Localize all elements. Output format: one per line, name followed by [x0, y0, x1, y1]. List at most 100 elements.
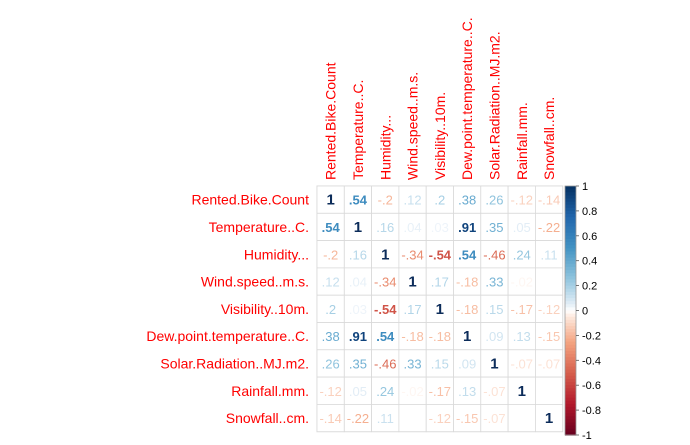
- cell-value-label: 0: [545, 275, 552, 290]
- colorbar-segment: [565, 276, 576, 280]
- colorbar-segment: [565, 341, 576, 346]
- colorbar-tick-label: 0.8: [582, 206, 597, 218]
- cell-value-label: -.22: [538, 220, 560, 235]
- heatmap-cell: [343, 376, 372, 405]
- heatmap-cell: [371, 267, 400, 296]
- colorbar-segment: [565, 248, 576, 252]
- cell-value-label: 0: [518, 411, 525, 426]
- cell-value-label: .26: [485, 193, 503, 208]
- heatmap-cell: [480, 212, 509, 242]
- heatmap-cell: [535, 212, 564, 242]
- row-label: Dew.point.temperature..C.: [146, 328, 309, 344]
- colorbar-segment: [565, 310, 576, 315]
- cell-value-label: .15: [485, 302, 503, 317]
- colorbar-segment: [565, 385, 576, 389]
- colorbar-segment: [565, 294, 576, 299]
- colorbar-segment: [565, 357, 576, 361]
- colorbar-segment: [565, 425, 576, 430]
- cell-value-label: -.12: [511, 193, 533, 208]
- cell-value-label: .24: [513, 247, 531, 262]
- colorbar-segment: [565, 279, 576, 284]
- cell-value-label: -.14: [319, 411, 341, 426]
- colorbar-segment: [565, 413, 576, 417]
- colorbar-segment: [565, 375, 576, 380]
- colorbar-segment: [565, 201, 576, 206]
- colorbar-segment: [565, 419, 576, 424]
- cell-value-label: .33: [485, 275, 503, 290]
- cell-value-label: -.54: [429, 247, 452, 262]
- heatmap-cell: [535, 267, 564, 296]
- colorbar-segment: [565, 403, 576, 408]
- heatmap-cell: [398, 240, 427, 269]
- colorbar-tick-label: -0.6: [582, 380, 601, 392]
- cell-value-label: .11: [540, 247, 557, 262]
- cell-value-label: .03: [431, 220, 449, 235]
- cell-value-label: .13: [458, 384, 476, 399]
- cell-value-label: .91: [458, 220, 476, 235]
- cell-value-label: .26: [322, 356, 340, 371]
- heatmap-cell: [343, 240, 372, 269]
- colorbar-segment: [565, 192, 576, 196]
- colorbar-segment: [565, 198, 576, 203]
- column-label: Wind.speed..m.s.: [405, 72, 421, 180]
- cell-value-label: .54: [376, 329, 395, 344]
- heatmap-cell: [425, 403, 454, 433]
- cell-value-label: -.2: [323, 247, 338, 262]
- heatmap-cell: [453, 403, 482, 433]
- colorbar-segment: [565, 363, 576, 368]
- cell-value-label: -.2: [378, 193, 393, 208]
- colorbar-segment: [565, 344, 576, 349]
- cell-value-label: .17: [431, 275, 449, 290]
- heatmap-cell: [453, 212, 482, 242]
- cell-value-label: .16: [376, 220, 394, 235]
- cell-value-label: -.18: [456, 275, 478, 290]
- cell-value-label: -.18: [401, 329, 423, 344]
- cell-value-label: -.07: [483, 384, 505, 399]
- colorbar-segment: [565, 245, 576, 249]
- colorbar-segment: [565, 335, 576, 340]
- colorbar-segment: [565, 186, 576, 190]
- heatmap-cell: [398, 322, 427, 351]
- heatmap-cell: [398, 212, 427, 242]
- cell-value-label: .03: [349, 302, 367, 317]
- colorbar-segment: [565, 242, 576, 246]
- colorbar-segment: [565, 189, 576, 193]
- cell-value-label: .12: [322, 275, 340, 290]
- heatmap-cell: [535, 403, 564, 433]
- cell-value-label: -.15: [456, 411, 478, 426]
- colorbar-segment: [565, 410, 576, 414]
- heatmap-cell: [398, 376, 427, 405]
- colorbar-segment: [565, 431, 576, 436]
- heatmap-cell: [535, 322, 564, 351]
- colorbar-segment: [565, 223, 576, 228]
- colorbar-segment: [565, 263, 576, 268]
- cell-value-label: .91: [349, 329, 367, 344]
- colorbar-segment: [565, 354, 576, 358]
- colorbar-segment: [565, 214, 576, 218]
- colorbar-segment: [565, 422, 576, 427]
- heatmap-cell: [343, 212, 372, 242]
- colorbar-tick-label: -0.8: [582, 405, 601, 417]
- row-label: Solar.Radiation..MJ.m2.: [160, 355, 309, 371]
- heatmap-cell: [425, 185, 454, 214]
- colorbar-segment: [565, 217, 576, 221]
- colorbar-tick-label: 0.6: [582, 231, 597, 243]
- row-label: Snowfall..cm.: [226, 410, 309, 426]
- colorbar-segment: [565, 251, 576, 256]
- cell-value-label: .38: [322, 329, 340, 344]
- cell-value-label: .12: [404, 193, 422, 208]
- cell-value-label: -.12: [319, 384, 341, 399]
- colorbar-segment: [565, 291, 576, 296]
- colorbar-segment: [565, 400, 576, 405]
- heatmap-cell: [398, 349, 427, 378]
- cell-value-label: .11: [377, 411, 394, 426]
- cell-value-label: .35: [485, 220, 503, 235]
- colorbar-segment: [565, 397, 576, 402]
- colorbar-segment: [565, 416, 576, 421]
- column-label: Snowfall..cm.: [541, 97, 557, 180]
- cell-value-label: 1: [545, 410, 553, 427]
- cell-value-label: -.07: [483, 411, 505, 426]
- cell-value-label: .2: [325, 302, 336, 317]
- column-label: Temperature..C.: [350, 80, 366, 180]
- cell-value-label: -.02: [401, 384, 423, 399]
